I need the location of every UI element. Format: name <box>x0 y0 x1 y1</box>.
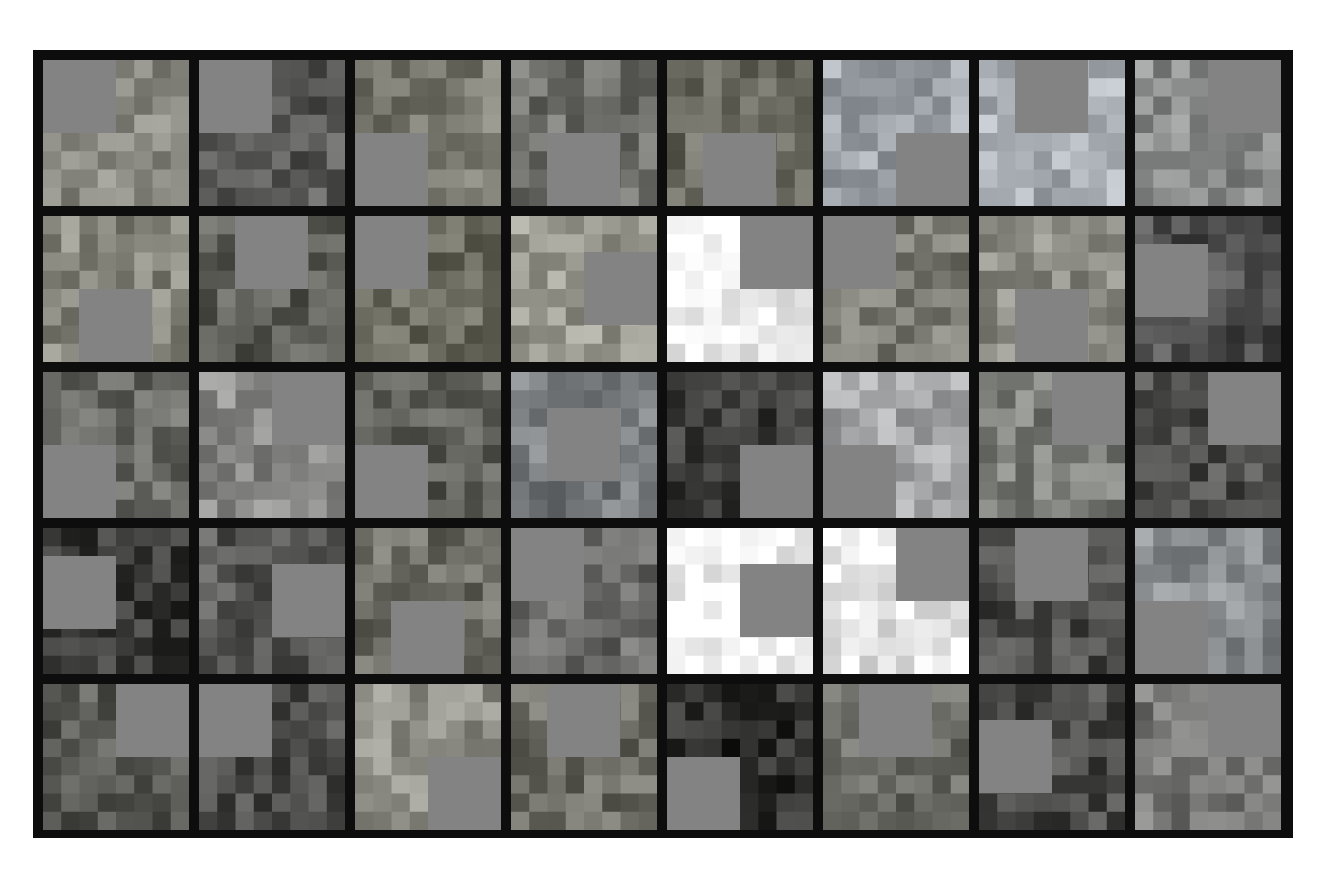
grid-image-tile <box>511 372 657 518</box>
occlusion-mask <box>391 601 464 674</box>
occlusion-mask <box>199 684 272 757</box>
grid-image-tile <box>1135 372 1281 518</box>
occlusion-mask <box>1135 244 1208 317</box>
occlusion-mask <box>547 684 620 757</box>
occlusion-mask <box>740 445 813 518</box>
occlusion-mask <box>43 60 116 133</box>
occlusion-mask <box>1015 60 1088 133</box>
grid-image-tile <box>199 684 345 830</box>
grid-image-tile <box>667 216 813 362</box>
grid-image-tile <box>823 372 969 518</box>
occlusion-mask <box>1015 289 1088 362</box>
occlusion-mask <box>199 60 272 133</box>
grid-image-tile <box>43 528 189 674</box>
grid-image-tile <box>979 216 1125 362</box>
grid-image-tile <box>823 684 969 830</box>
occlusion-mask <box>703 133 776 206</box>
occlusion-mask <box>1135 601 1208 674</box>
occlusion-mask <box>355 445 428 518</box>
photo-texture <box>1135 216 1281 362</box>
occlusion-mask <box>1208 684 1281 757</box>
grid-image-tile <box>199 528 345 674</box>
grid-image-tile <box>823 216 969 362</box>
grid-image-tile <box>511 684 657 830</box>
grid-image-tile <box>979 60 1125 206</box>
grid-image-tile <box>199 216 345 362</box>
occlusion-mask <box>43 445 116 518</box>
occlusion-mask <box>43 556 116 629</box>
occlusion-mask <box>355 133 428 206</box>
occlusion-mask <box>1052 372 1125 445</box>
occlusion-mask <box>355 216 428 289</box>
grid-image-tile <box>511 528 657 674</box>
grid-image-tile <box>355 684 501 830</box>
photo-texture <box>511 684 657 830</box>
occlusion-mask <box>896 133 969 206</box>
occlusion-mask <box>547 408 620 481</box>
grid-image-tile <box>823 60 969 206</box>
grid-image-tile <box>43 372 189 518</box>
grid-image-tile <box>355 372 501 518</box>
grid-image-tile <box>823 528 969 674</box>
grid-image-tile <box>355 216 501 362</box>
occlusion-mask <box>235 216 308 289</box>
occlusion-mask <box>823 445 896 518</box>
grid-image-tile <box>43 216 189 362</box>
occlusion-mask <box>979 720 1052 793</box>
occlusion-mask <box>272 564 345 637</box>
occlusion-mask <box>823 216 896 289</box>
occlusion-mask <box>116 684 189 757</box>
occlusion-mask <box>547 133 620 206</box>
occlusion-mask <box>511 528 584 601</box>
grid-image-tile <box>667 60 813 206</box>
grid-image-tile <box>355 528 501 674</box>
occlusion-mask <box>859 684 932 757</box>
occlusion-mask <box>428 757 501 830</box>
grid-image-tile <box>979 684 1125 830</box>
grid-image-tile <box>667 528 813 674</box>
occlusion-mask <box>740 216 813 289</box>
occlusion-mask <box>1208 60 1281 133</box>
grid-image-tile <box>199 60 345 206</box>
grid-image-tile <box>511 216 657 362</box>
occlusion-mask <box>740 564 813 637</box>
grid-image-tile <box>1135 60 1281 206</box>
grid-image-tile <box>979 528 1125 674</box>
grid-image-tile <box>667 684 813 830</box>
grid-image-tile <box>43 684 189 830</box>
grid-image-tile <box>979 372 1125 518</box>
occlusion-mask <box>1208 372 1281 445</box>
grid-image-tile <box>1135 216 1281 362</box>
grid-image-tile <box>511 60 657 206</box>
grid-image-tile <box>1135 684 1281 830</box>
grid-image-tile <box>355 60 501 206</box>
occlusion-mask <box>79 289 152 362</box>
grid-image-tile <box>667 372 813 518</box>
occlusion-mask <box>584 252 657 325</box>
photo-texture <box>667 60 813 206</box>
occlusion-mask <box>1015 528 1088 601</box>
occlusion-mask <box>667 757 740 830</box>
occlusion-mask <box>272 372 345 445</box>
image-grid <box>33 50 1293 838</box>
grid-image-tile <box>199 372 345 518</box>
grid-image-tile <box>43 60 189 206</box>
occlusion-mask <box>896 528 969 601</box>
grid-image-tile <box>1135 528 1281 674</box>
